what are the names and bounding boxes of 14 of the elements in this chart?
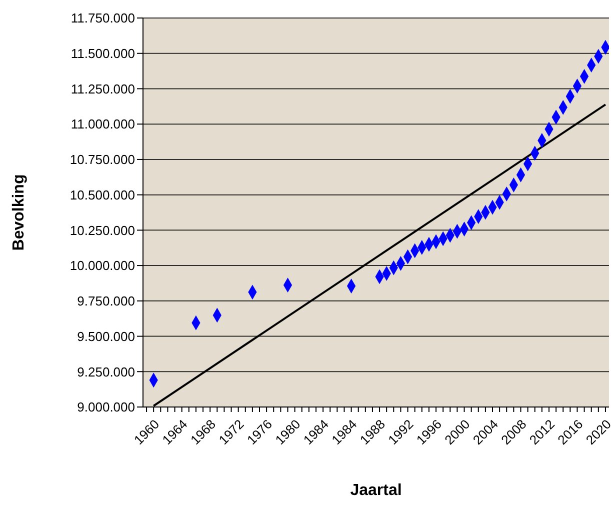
y-tick-label: 10.250.000 — [70, 222, 135, 238]
x-axis-title: Jaartal — [350, 482, 402, 499]
y-tick-label: 9.250.000 — [77, 364, 135, 380]
y-axis-title: Bevolking — [10, 174, 28, 251]
y-tick-label: 10.500.000 — [70, 187, 135, 202]
y-tick-label: 11.250.000 — [70, 81, 135, 96]
y-tick-label: 9.750.000 — [77, 294, 135, 309]
y-tick-label: 10.000.000 — [70, 258, 135, 274]
y-tick-label: 10.750.000 — [70, 152, 135, 168]
y-tick-label: 9.500.000 — [77, 328, 135, 344]
y-tick-label: 11.000.000 — [70, 116, 135, 132]
y-tick-label: 11.500.000 — [70, 46, 135, 61]
y-tick-label: 9.000.000 — [77, 400, 135, 415]
y-tick-label: 11.750.000 — [70, 10, 135, 26]
